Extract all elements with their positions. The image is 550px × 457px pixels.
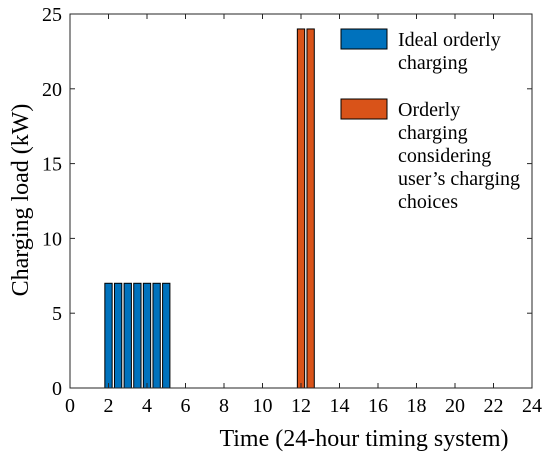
legend: Ideal orderlychargingOrderlychargingcons…	[340, 28, 520, 213]
legend-label-2-line-3: considering	[398, 145, 491, 167]
x-tick-label-22: 22	[484, 395, 504, 417]
bar-series1-1	[104, 282, 113, 389]
y-tick-label-20: 20	[42, 79, 62, 101]
x-tick-label-0: 0	[65, 395, 75, 417]
bar-series1-3	[123, 282, 132, 389]
y-tick-label-0: 0	[52, 378, 62, 400]
x-tick-label-8: 8	[219, 395, 229, 417]
y-tick-label-25: 25	[42, 4, 62, 26]
bar-series2-1	[296, 28, 306, 389]
bar-series1-5	[142, 282, 152, 389]
x-tick-label-14: 14	[330, 395, 350, 417]
y-tick-label-5: 5	[52, 303, 62, 325]
x-axis-label: Time (24-hour timing system)	[219, 426, 508, 452]
y-tick-label-15: 15	[42, 154, 62, 176]
legend-swatch-2	[340, 98, 388, 120]
x-tick-label-4: 4	[142, 395, 152, 417]
legend-label-2-line-2: charging	[398, 122, 468, 144]
x-tick-label-10: 10	[253, 395, 273, 417]
x-tick-label-16: 16	[368, 395, 388, 417]
x-tick-label-20: 20	[445, 395, 465, 417]
legend-label-2-line-1: Orderly	[398, 99, 460, 121]
legend-label-2-line-4: user’s charging	[398, 168, 520, 190]
x-tick-label-2: 2	[104, 395, 114, 417]
x-tick-label-12: 12	[291, 395, 311, 417]
bar-series1-6	[152, 282, 161, 389]
bar-series2-2	[306, 28, 315, 389]
y-tick-label-10: 10	[42, 228, 62, 250]
bar-series1-4	[133, 282, 142, 389]
bar-series1-7	[162, 282, 171, 389]
legend-swatch-1	[340, 28, 388, 50]
legend-label-1-line-2: charging	[398, 52, 468, 74]
x-tick-label-6: 6	[181, 395, 191, 417]
bar-series1-2	[113, 282, 123, 389]
x-tick-label-18: 18	[407, 395, 427, 417]
legend-label-2-line-5: choices	[398, 191, 458, 213]
legend-label-1-line-1: Ideal orderly	[398, 29, 501, 51]
bars-layer	[104, 28, 315, 389]
y-axis-label: Charging load (kW)	[8, 104, 34, 297]
x-tick-label-24: 24	[522, 395, 542, 417]
